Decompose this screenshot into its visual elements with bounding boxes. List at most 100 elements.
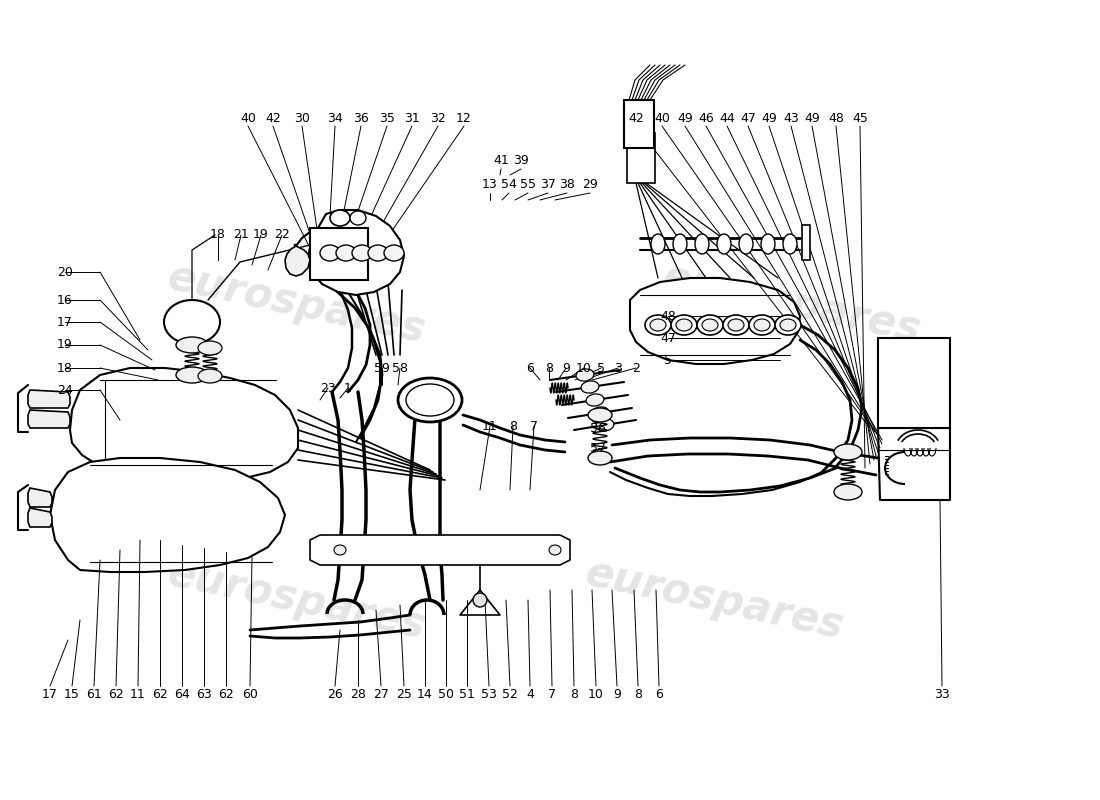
Text: 37: 37: [540, 178, 556, 191]
Text: 43: 43: [783, 111, 799, 125]
Ellipse shape: [336, 245, 356, 261]
Ellipse shape: [176, 337, 208, 353]
Ellipse shape: [176, 367, 208, 383]
Ellipse shape: [702, 319, 718, 331]
Text: 28: 28: [350, 687, 366, 701]
Ellipse shape: [697, 315, 723, 335]
Text: 19: 19: [253, 229, 268, 242]
Ellipse shape: [673, 234, 688, 254]
Text: eurospares: eurospares: [164, 256, 430, 352]
Text: 13: 13: [482, 178, 498, 191]
Bar: [878, 338, 950, 428]
Ellipse shape: [334, 545, 346, 555]
Ellipse shape: [645, 315, 671, 335]
Text: 59: 59: [374, 362, 389, 374]
Ellipse shape: [164, 300, 220, 344]
Polygon shape: [28, 508, 52, 527]
Ellipse shape: [588, 408, 612, 422]
Ellipse shape: [651, 234, 666, 254]
Bar: [802, 225, 810, 260]
Text: eurospares: eurospares: [659, 256, 925, 352]
Ellipse shape: [591, 407, 609, 419]
Polygon shape: [50, 458, 285, 572]
Ellipse shape: [581, 381, 598, 393]
Text: eurospares: eurospares: [582, 552, 848, 648]
Bar: [624, 100, 654, 148]
Text: 29: 29: [582, 178, 598, 191]
Ellipse shape: [198, 341, 222, 355]
Text: 18: 18: [210, 229, 225, 242]
Text: 7: 7: [548, 687, 556, 701]
Text: 50: 50: [438, 687, 454, 701]
Text: 52: 52: [502, 687, 518, 701]
Text: 64: 64: [174, 687, 190, 701]
Text: 21: 21: [233, 229, 249, 242]
Text: 11: 11: [482, 419, 498, 433]
Ellipse shape: [350, 211, 366, 225]
Bar: [627, 133, 654, 183]
Text: 24: 24: [57, 383, 73, 397]
Text: 62: 62: [218, 687, 234, 701]
Ellipse shape: [588, 451, 612, 465]
Text: 6: 6: [656, 687, 663, 701]
Text: 34: 34: [327, 111, 343, 125]
Ellipse shape: [352, 245, 372, 261]
Text: 56: 56: [590, 422, 606, 434]
Polygon shape: [630, 278, 800, 364]
Ellipse shape: [398, 378, 462, 422]
Ellipse shape: [749, 315, 775, 335]
Text: 57: 57: [590, 442, 606, 454]
Ellipse shape: [320, 245, 340, 261]
Text: 48: 48: [828, 111, 844, 125]
Text: 23: 23: [320, 382, 336, 394]
Text: 53: 53: [481, 687, 497, 701]
Text: 27: 27: [373, 687, 389, 701]
Polygon shape: [285, 246, 310, 276]
Ellipse shape: [586, 394, 604, 406]
Ellipse shape: [671, 315, 697, 335]
Ellipse shape: [834, 484, 862, 500]
Ellipse shape: [717, 234, 732, 254]
Text: 62: 62: [152, 687, 168, 701]
Text: 41: 41: [493, 154, 509, 167]
Text: 45: 45: [852, 111, 868, 125]
Text: 62: 62: [108, 687, 124, 701]
Ellipse shape: [576, 369, 594, 381]
Text: 8: 8: [570, 687, 578, 701]
Ellipse shape: [368, 245, 388, 261]
Text: 18: 18: [57, 362, 73, 374]
Ellipse shape: [780, 319, 796, 331]
Ellipse shape: [761, 234, 776, 254]
Text: 10: 10: [576, 362, 592, 374]
Polygon shape: [310, 535, 570, 565]
Text: 19: 19: [57, 338, 73, 351]
Text: 61: 61: [86, 687, 102, 701]
Bar: [310, 228, 369, 280]
Polygon shape: [308, 210, 404, 295]
Text: 44: 44: [719, 111, 735, 125]
Ellipse shape: [473, 593, 487, 607]
Text: 17: 17: [42, 687, 58, 701]
Text: 48: 48: [660, 310, 675, 322]
Text: 46: 46: [698, 111, 714, 125]
Text: 26: 26: [327, 687, 343, 701]
Text: 58: 58: [392, 362, 408, 374]
Text: 9: 9: [613, 687, 620, 701]
Ellipse shape: [198, 369, 222, 383]
Text: 20: 20: [57, 266, 73, 278]
Text: 14: 14: [417, 687, 433, 701]
Ellipse shape: [723, 315, 749, 335]
Text: 60: 60: [242, 687, 257, 701]
Text: 12: 12: [456, 111, 472, 125]
Ellipse shape: [596, 419, 614, 431]
Text: 7: 7: [530, 419, 538, 433]
Text: 33: 33: [934, 687, 950, 701]
Text: 49: 49: [678, 111, 693, 125]
Polygon shape: [70, 368, 298, 480]
Text: 1: 1: [344, 382, 352, 394]
Text: 36: 36: [353, 111, 369, 125]
Text: 22: 22: [274, 229, 290, 242]
Ellipse shape: [406, 384, 454, 416]
Text: 2: 2: [632, 362, 640, 374]
Text: 5: 5: [664, 354, 672, 366]
